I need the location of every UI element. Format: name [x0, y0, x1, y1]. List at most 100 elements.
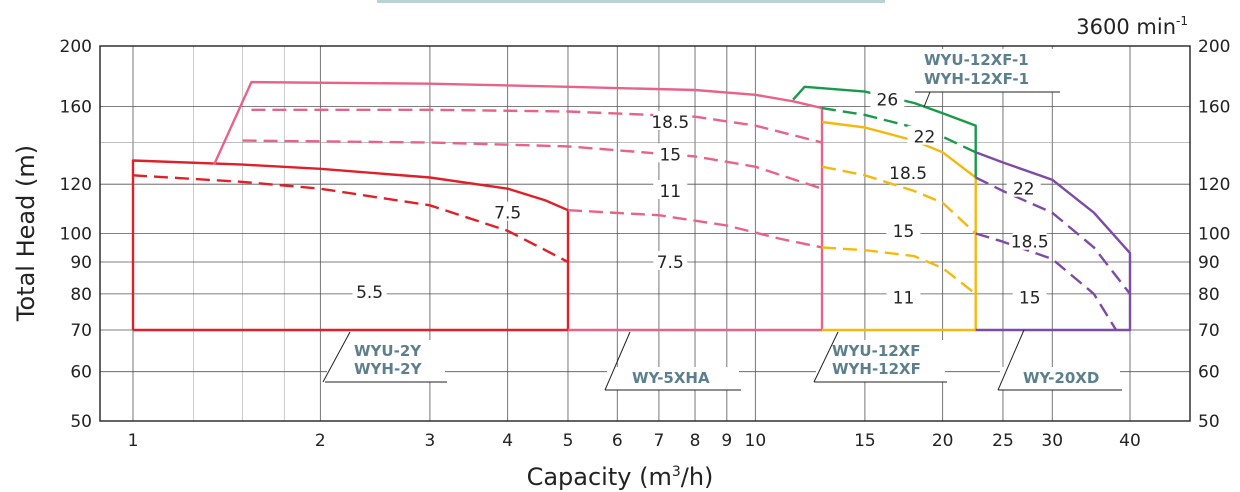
performance-curve: [792, 85, 977, 178]
performance-curve: [251, 108, 823, 144]
performance-curve: [975, 232, 1118, 331]
kw-label-bg: [1006, 177, 1041, 197]
x-tick-label: 30: [1041, 431, 1063, 451]
kw-label: 26: [877, 91, 899, 111]
x-tick-label: 4: [502, 431, 513, 451]
x-tick-label: 2: [315, 431, 326, 451]
model-label-bg: [917, 49, 1058, 92]
y-tick-label-left: 90: [70, 253, 92, 273]
model-label: WYH-12XF: [832, 360, 921, 378]
model-label: WYU-12XF-1: [924, 51, 1029, 69]
y-tick-label-left: 60: [70, 363, 92, 383]
y-tick-label-right: 200: [1198, 37, 1230, 57]
kw-label-bg: [907, 125, 942, 145]
y-tick-label-right: 90: [1198, 253, 1220, 273]
x-tick-label: 40: [1119, 431, 1141, 451]
y-tick-label-left: 80: [70, 285, 92, 305]
x-axis-title: Capacity (m3/h): [527, 463, 714, 491]
y-tick-label-right: 80: [1198, 285, 1220, 305]
kw-label: 11: [659, 182, 681, 202]
y-tick-label-left: 100: [60, 225, 92, 245]
y-tick-label-right: 160: [1198, 97, 1230, 117]
kw-label: 15: [893, 222, 915, 242]
model-label: WY-5XHA: [632, 369, 710, 387]
speed-label: 3600 min-1: [1076, 14, 1188, 39]
kw-label-bg: [886, 219, 921, 239]
model-label-bg: [327, 340, 445, 382]
curves: [131, 80, 1132, 332]
model-label-leader: [813, 331, 839, 383]
kw-label-bg: [891, 162, 926, 182]
x-tick-label: 9: [721, 431, 732, 451]
y-tick-label-right: 50: [1198, 412, 1220, 432]
model-label: WYU-12XF: [832, 342, 921, 360]
y-tick-label-left: 70: [70, 321, 92, 341]
kw-label: 11: [893, 288, 915, 308]
x-tick-label: 8: [690, 431, 701, 451]
x-tick-label: 20: [932, 431, 954, 451]
y-axis-title: Total Head (m): [12, 145, 40, 322]
kw-label-bg: [1012, 230, 1047, 250]
plot-frame: [99, 45, 1191, 422]
kw-label: 15: [1019, 288, 1041, 308]
model-label-bg: [1000, 367, 1120, 390]
y-tick-label-left: 160: [60, 97, 92, 117]
y-tick-label-right: 120: [1198, 175, 1230, 195]
kw-label-bg: [653, 143, 688, 163]
model-label-leader: [997, 329, 1025, 391]
kw-label: 7.5: [657, 253, 684, 273]
kw-label-bg: [653, 111, 688, 131]
kw-label-bg: [653, 180, 688, 200]
performance-curve: [131, 159, 570, 330]
kw-label-bg: [490, 201, 525, 221]
header-band: [377, 0, 885, 3]
model-label-bg: [816, 340, 945, 382]
tick-labels: 1 2 3 4 5 6 7 8 9 10 15 20 25 30 40 50 50 60 60 70 70 80 80 90 9…: [60, 37, 1231, 451]
model-label: WYU-2Y: [354, 342, 422, 360]
x-tick-label: 1: [128, 431, 139, 451]
kw-label-bg: [870, 88, 905, 108]
x-tick-label: 25: [992, 431, 1014, 451]
x-tick-label: 10: [745, 431, 767, 451]
kw-label: 15: [659, 145, 681, 165]
performance-curve: [821, 106, 977, 154]
performance-curve: [213, 80, 824, 332]
model-label: WYH-2Y: [354, 360, 423, 378]
y-tick-label-right: 60: [1198, 363, 1220, 383]
kw-labels: 5.5 7.5 18.5 15 11 7.5 26 22 18.5 15 11 22 18.5 15: [352, 88, 1049, 308]
y-tick-label-right: 70: [1198, 321, 1220, 341]
kw-label: 18.5: [651, 113, 689, 133]
kw-label-bg: [886, 286, 921, 306]
performance-curve: [975, 176, 1131, 295]
kw-label-bg: [352, 281, 387, 301]
kw-label: 5.5: [356, 283, 383, 303]
x-tick-label: 5: [563, 431, 574, 451]
model-label-bg: [607, 367, 739, 390]
kw-label: 18.5: [1011, 233, 1049, 253]
y-tick-label-left: 200: [60, 37, 92, 57]
model-label-leader: [923, 91, 931, 108]
performance-curve: [975, 151, 1132, 332]
kw-label: 18.5: [889, 164, 927, 184]
kw-label: 22: [914, 128, 936, 148]
kw-label: 22: [1013, 180, 1035, 200]
x-tick-label: 6: [612, 431, 623, 451]
model-label: WYH-12XF-1: [924, 70, 1029, 88]
model-label-leader: [604, 331, 631, 391]
model-label: WY-20XD: [1023, 369, 1099, 387]
y-tick-label-left: 120: [60, 175, 92, 195]
y-tick-label-left: 50: [70, 412, 92, 432]
x-tick-label: 15: [854, 431, 876, 451]
kw-label-bg: [653, 251, 688, 271]
model-label-leader: [322, 331, 351, 383]
performance-curve: [132, 174, 569, 264]
performance-curve: [821, 246, 977, 295]
performance-curve: [821, 165, 977, 235]
kw-label-bg: [1012, 286, 1047, 306]
y-tick-label-right: 100: [1198, 225, 1230, 245]
kw-label: 7.5: [494, 204, 521, 224]
x-tick-label: 3: [425, 431, 436, 451]
x-tick-label: 7: [654, 431, 665, 451]
